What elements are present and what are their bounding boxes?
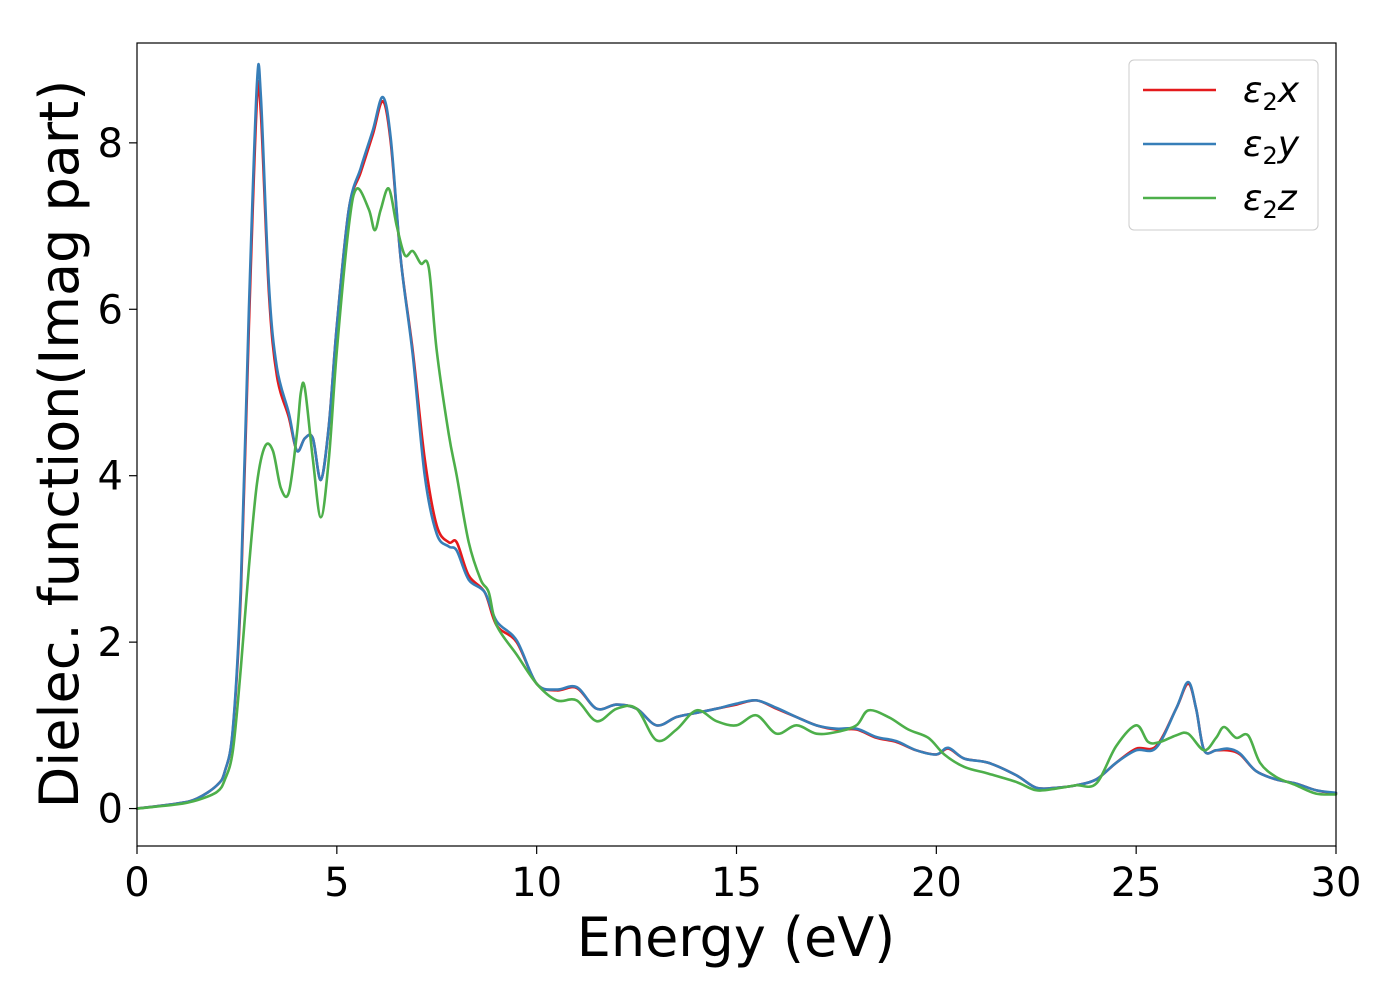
x-tick-label: 10 xyxy=(511,860,562,906)
plot-frame xyxy=(136,42,1337,847)
legend-label-x: ε2x xyxy=(1243,70,1300,116)
x-tick-label: 0 xyxy=(124,860,149,906)
y-tick-label: 0 xyxy=(98,787,123,833)
series-line-y xyxy=(135,62,1338,810)
x-tick-label: 20 xyxy=(911,860,962,906)
legend: ε2x ε2y ε2z xyxy=(1128,59,1319,231)
x-axis-label: Energy (eV) xyxy=(577,906,896,969)
y-tick-label: 4 xyxy=(98,454,123,500)
legend-box xyxy=(1128,59,1319,231)
legend-label-z: ε2z xyxy=(1243,178,1298,224)
y-tick-label: 8 xyxy=(98,121,123,167)
legend-label-y: ε2y xyxy=(1243,124,1300,170)
series-layer xyxy=(135,62,1338,810)
x-tick-label: 15 xyxy=(711,860,762,906)
x-tick-label: 25 xyxy=(1111,860,1162,906)
series-line-z xyxy=(135,187,1338,810)
x-tick-layer: 0 5 10 15 20 25 30 xyxy=(124,846,1361,906)
x-tick-label: 30 xyxy=(1311,860,1362,906)
y-tick-label: 2 xyxy=(98,620,123,666)
y-tick-layer: 0 2 4 6 8 xyxy=(98,121,137,833)
y-tick-label: 6 xyxy=(98,287,123,333)
y-axis-label: Dielec. function(Imag part) xyxy=(28,80,91,809)
x-tick-label: 5 xyxy=(324,860,349,906)
